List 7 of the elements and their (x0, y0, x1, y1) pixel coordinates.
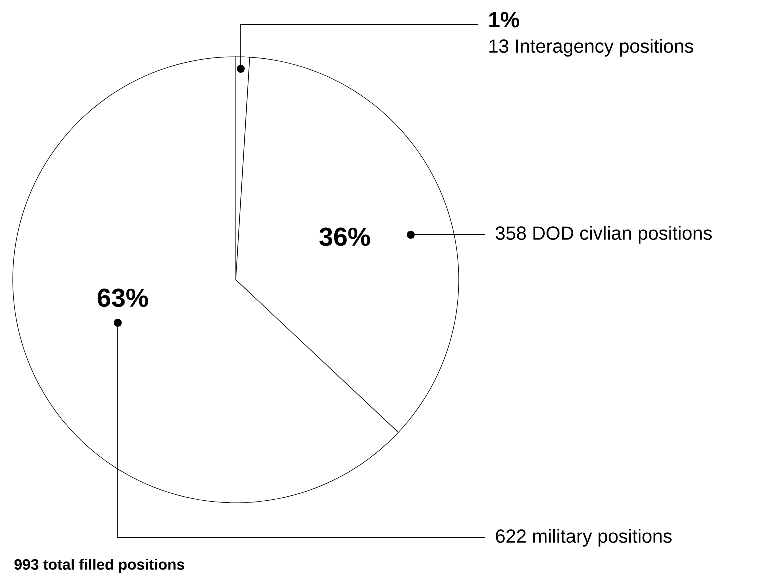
data-label: 63% (98, 288, 148, 308)
data-label: 36% (320, 228, 370, 246)
slice-label: 13 Interagency positions (490, 39, 694, 57)
text: 993 total filled positions (14, 559, 184, 573)
data-label: 1% (490, 12, 520, 28)
slice-label: 358 DOD civlian positions (496, 226, 712, 244)
slice-label: 622 military positions (496, 529, 672, 547)
